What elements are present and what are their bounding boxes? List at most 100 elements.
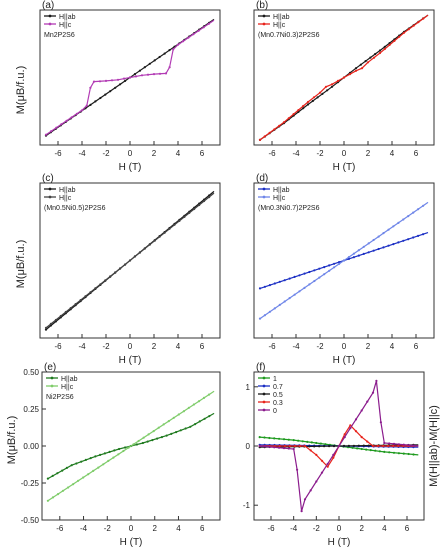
- data-point: [273, 128, 276, 131]
- data-point: [278, 280, 281, 283]
- data-point: [321, 92, 324, 95]
- data-point: [397, 444, 400, 448]
- y-tick-label: -0.50: [21, 516, 40, 525]
- data-point: [330, 83, 334, 86]
- data-point: [122, 77, 126, 80]
- data-point: [398, 35, 401, 38]
- data-point: [148, 243, 151, 246]
- x-tick-label: -4: [80, 524, 88, 533]
- legend-label: H||c: [273, 22, 286, 29]
- data-point: [308, 445, 311, 448]
- data-point: [198, 203, 201, 207]
- data-point: [374, 449, 377, 452]
- panel-4: -6 -4 -2 0 2 4 6 -0.50 -0.25 0.00 0.25 0.50 H (T) (e)…: [21, 362, 221, 548]
- data-point: [92, 469, 95, 472]
- data-point: [323, 273, 326, 276]
- data-point: [50, 130, 53, 133]
- data-point: [157, 426, 160, 429]
- data-point: [397, 443, 400, 446]
- data-point: [300, 510, 303, 513]
- x-tick-label: -4: [292, 149, 300, 158]
- data-point: [378, 51, 382, 55]
- data-point: [338, 261, 341, 264]
- y-tick-label: -0.25: [21, 479, 40, 488]
- legend-label: H||ab: [273, 187, 290, 194]
- x-tick-label: 2: [153, 524, 158, 533]
- data-point: [417, 21, 420, 24]
- data-point: [179, 429, 182, 432]
- x-tick-label: -4: [290, 524, 298, 533]
- data-point: [92, 80, 96, 83]
- x-tick-label: -6: [54, 149, 62, 158]
- data-point: [412, 444, 415, 447]
- data-point: [402, 239, 405, 242]
- data-point: [366, 61, 370, 64]
- legend-marker: [262, 195, 266, 199]
- data-point: [356, 447, 359, 450]
- data-point: [182, 40, 185, 43]
- data-point: [263, 436, 266, 439]
- data-point: [328, 264, 331, 267]
- data-point: [137, 439, 140, 443]
- data-point: [175, 431, 178, 434]
- data-point: [347, 444, 350, 447]
- data-point: [362, 444, 365, 447]
- data-point: [183, 215, 186, 218]
- data-point: [127, 446, 130, 449]
- data-point: [407, 444, 410, 447]
- data-point: [388, 451, 391, 454]
- data-point: [360, 409, 363, 412]
- data-point: [99, 453, 102, 456]
- data-point: [342, 76, 346, 79]
- data-point: [357, 444, 360, 447]
- data-point: [324, 443, 327, 446]
- data-point: [320, 471, 324, 474]
- x-axis-label: H (T): [119, 355, 142, 366]
- data-point: [170, 432, 173, 435]
- data-point: [298, 274, 301, 277]
- data-point: [49, 322, 53, 325]
- data-point: [77, 479, 80, 482]
- data-point: [87, 473, 90, 476]
- data-point: [70, 464, 73, 467]
- data-point: [338, 262, 341, 265]
- data-point: [197, 400, 201, 403]
- data-point: [367, 444, 370, 447]
- data-point: [359, 63, 362, 66]
- data-point: [347, 257, 350, 260]
- x-axis-label: H (T): [328, 537, 351, 548]
- data-point: [134, 75, 138, 78]
- data-point: [165, 434, 168, 437]
- data-point: [85, 104, 88, 107]
- data-point: [160, 436, 163, 439]
- legend-marker: [48, 187, 52, 191]
- data-point: [287, 447, 290, 450]
- x-tick-label: -2: [102, 342, 110, 351]
- data-point: [309, 489, 312, 492]
- data-point: [288, 297, 291, 300]
- y-tick-label: 0.00: [23, 442, 39, 451]
- data-point: [203, 199, 206, 203]
- x-tick-label: -6: [268, 342, 276, 351]
- data-point: [133, 255, 136, 258]
- data-point: [349, 424, 352, 427]
- y-tick-label: 0: [246, 442, 251, 451]
- data-point: [302, 104, 305, 108]
- data-point: [278, 303, 281, 306]
- data-point: [292, 447, 295, 451]
- data-point: [288, 444, 291, 448]
- data-point: [140, 74, 144, 77]
- data-point: [107, 459, 110, 462]
- data-point: [152, 73, 156, 76]
- data-point: [422, 204, 425, 207]
- data-point: [337, 444, 341, 448]
- data-point: [208, 415, 211, 418]
- data-point: [114, 86, 117, 89]
- data-point: [132, 443, 135, 446]
- legend-marker: [48, 14, 52, 18]
- data-point: [268, 310, 271, 313]
- data-point: [315, 441, 318, 445]
- data-point: [176, 43, 180, 46]
- data-point: [417, 234, 420, 237]
- data-point: [293, 275, 296, 278]
